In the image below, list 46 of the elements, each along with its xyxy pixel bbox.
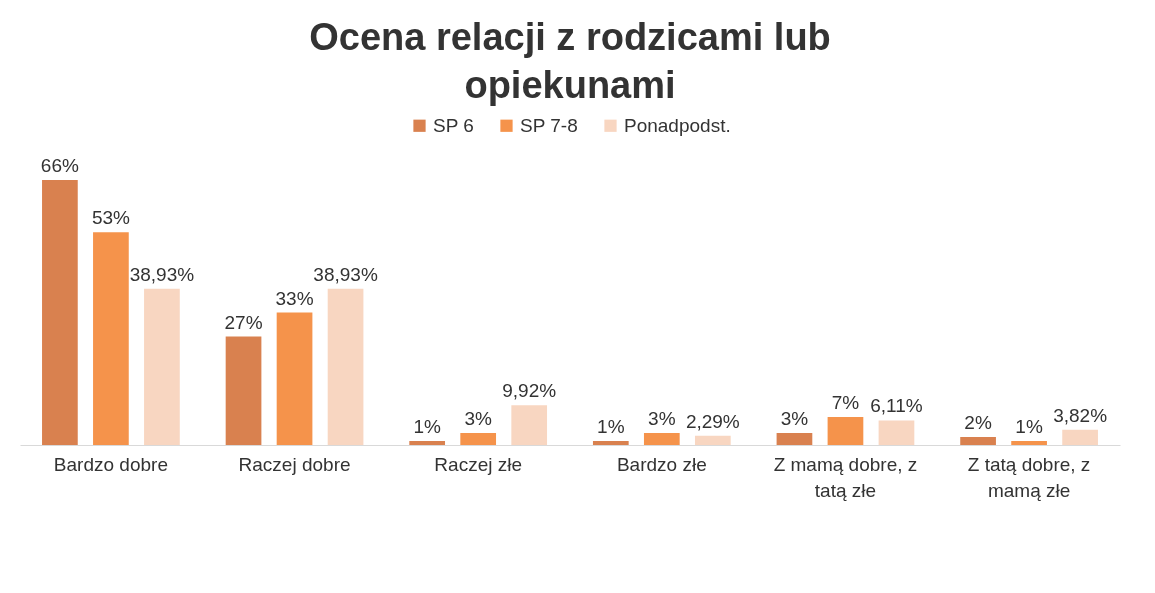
data-label: 38,93% [313,263,378,285]
bar [694,435,731,445]
legend-label: Ponadpodst. [624,114,731,136]
x-tick-label: Raczej złe [434,453,523,475]
bar [878,420,915,445]
chart-title: Ocena relacji z rodzicami lub opiekunami [309,16,831,106]
x-tick-label: Bardzo dobre [53,453,168,475]
bar [776,432,813,445]
data-label: 1% [413,415,441,437]
data-label: 1% [1015,415,1043,437]
legend-label: SP 6 [433,114,474,136]
bar [460,432,497,445]
x-tick-label: Z tatą dobre, z mamą złe [967,453,1091,501]
bar [960,436,996,445]
bar [144,288,180,445]
bar [93,232,129,445]
bar [42,180,78,445]
x-tick-label: Raczej dobre [238,453,351,475]
bar [327,288,364,445]
data-label: 7% [831,391,860,413]
bar [592,440,629,445]
data-label: 2% [964,411,992,433]
data-label: 33% [275,287,314,309]
legend-label: SP 7-8 [520,114,578,136]
data-label: 2,29% [685,410,740,432]
bar [1062,429,1098,445]
bar [409,440,446,445]
data-label: 3% [464,407,493,429]
data-label: 3,82% [1053,404,1108,426]
bar [225,336,262,445]
data-label: 3% [780,407,809,429]
data-label: 1% [597,415,625,437]
bar [643,432,680,445]
bar [511,405,548,445]
x-tick-label: Z mamą dobre, z tatą złe [773,453,918,501]
data-label: 6,11% [870,395,923,417]
x-tick-label: Bardzo złe [616,453,707,475]
data-label: 53% [91,207,131,229]
data-label: 66% [40,155,80,176]
data-label: 3% [648,407,676,429]
data-label: 9,92% [502,380,557,402]
data-label: 27% [224,311,263,333]
bar [827,416,864,445]
data-label: 38,93% [129,263,195,285]
bar [1011,440,1047,445]
bar [276,312,313,445]
